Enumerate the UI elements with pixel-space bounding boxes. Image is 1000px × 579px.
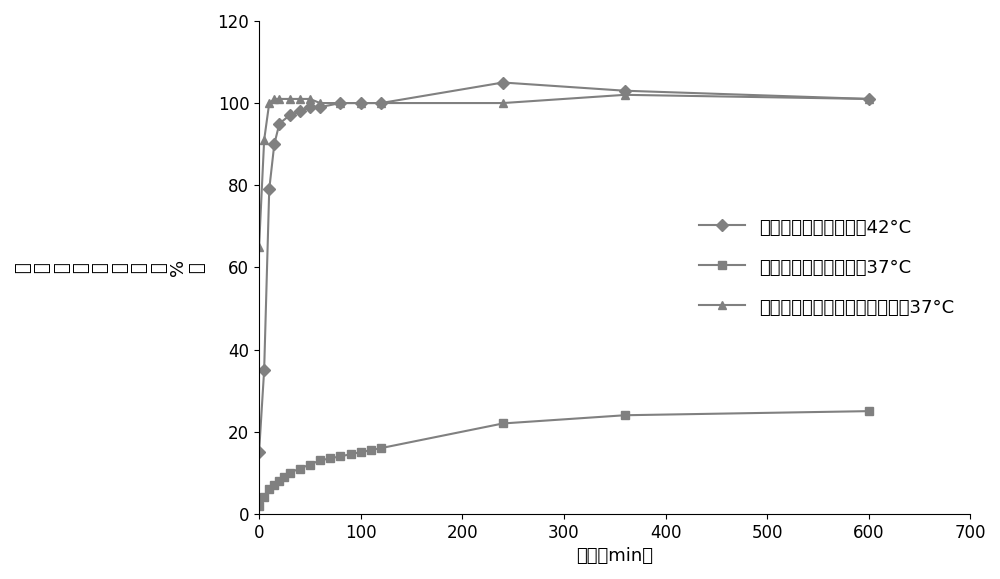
新型载体释放莪术醇，42°C	[304, 104, 316, 111]
Line: 新型载体释放莪术醇，37°C: 新型载体释放莪术醇，37°C	[255, 407, 873, 510]
新型载体释放莪术醇，42°C	[314, 104, 326, 111]
新型载体释放莪术醇，37°C	[273, 478, 285, 485]
新型载体释放莪术醇，37°C	[863, 408, 875, 415]
新型载体释放莪术醇，37°C	[263, 486, 275, 493]
新型载体释放莪术醇，37°C	[324, 455, 336, 462]
新型载体释放莪术醇，37°C	[375, 445, 387, 452]
莪术醇叶酸修饰环糊精包合物，37°C	[273, 96, 285, 102]
新型载体释放莪术醇，42°C	[375, 100, 387, 107]
新型载体释放莪术醇，42°C	[334, 100, 346, 107]
莪术醇叶酸修饰环糊精包合物，37°C	[863, 96, 875, 102]
新型载体释放莪术醇，37°C	[365, 446, 377, 453]
Y-axis label: 莪
术
醇
累
释
放
度
（
%
）: 莪 术 醇 累 释 放 度 （ % ）	[14, 259, 206, 276]
新型载体释放莪术醇，37°C	[334, 453, 346, 460]
Line: 莪术醇叶酸修饰环糊精包合物，37°C: 莪术醇叶酸修饰环糊精包合物，37°C	[255, 91, 873, 251]
新型载体释放莪术醇，37°C	[278, 474, 290, 481]
新型载体释放莪术醇，37°C	[284, 470, 296, 477]
新型载体释放莪术醇，37°C	[345, 451, 357, 458]
新型载体释放莪术醇，37°C	[253, 502, 265, 509]
Legend: 新型载体释放莪术醇，42°C, 新型载体释放莪术醇，37°C, 莪术醇叶酸修饰环糊精包合物，37°C: 新型载体释放莪术醇，42°C, 新型载体释放莪术醇，37°C, 莪术醇叶酸修饰环…	[692, 209, 961, 325]
新型载体释放莪术醇，37°C	[294, 465, 306, 472]
新型载体释放莪术醇，42°C	[263, 186, 275, 193]
莪术醇叶酸修饰环糊精包合物，37°C	[619, 91, 631, 98]
新型载体释放莪术醇，42°C	[273, 120, 285, 127]
莪术醇叶酸修饰环糊精包合物，37°C	[268, 96, 280, 102]
新型载体释放莪术醇，37°C	[304, 461, 316, 468]
新型载体释放莪术醇，42°C	[253, 449, 265, 456]
新型载体释放莪术醇，42°C	[619, 87, 631, 94]
莪术醇叶酸修饰环糊精包合物，37°C	[294, 96, 306, 102]
新型载体释放莪术醇，42°C	[355, 100, 367, 107]
莪术醇叶酸修饰环糊精包合物，37°C	[375, 100, 387, 107]
莪术醇叶酸修饰环糊精包合物，37°C	[304, 96, 316, 102]
莪术醇叶酸修饰环糊精包合物，37°C	[263, 100, 275, 107]
新型载体释放莪术醇，37°C	[314, 457, 326, 464]
新型载体释放莪术醇，42°C	[268, 141, 280, 148]
新型载体释放莪术醇，42°C	[284, 112, 296, 119]
新型载体释放莪术醇，42°C	[863, 96, 875, 102]
莪术醇叶酸修饰环糊精包合物，37°C	[284, 96, 296, 102]
新型载体释放莪术醇，37°C	[268, 482, 280, 489]
新型载体释放莪术醇，37°C	[355, 449, 367, 456]
新型载体释放莪术醇，42°C	[294, 108, 306, 115]
新型载体释放莪术醇，37°C	[258, 494, 270, 501]
莪术醇叶酸修饰环糊精包合物，37°C	[497, 100, 509, 107]
Line: 新型载体释放莪术醇，42°C: 新型载体释放莪术醇，42°C	[255, 78, 873, 456]
莪术醇叶酸修饰环糊精包合物，37°C	[314, 100, 326, 107]
X-axis label: 时间（min）: 时间（min）	[576, 547, 653, 565]
新型载体释放莪术醇，37°C	[497, 420, 509, 427]
新型载体释放莪术醇，42°C	[258, 367, 270, 373]
莪术醇叶酸修饰环糊精包合物，37°C	[334, 100, 346, 107]
新型载体释放莪术醇，37°C	[619, 412, 631, 419]
莪术醇叶酸修饰环糊精包合物，37°C	[253, 243, 265, 250]
莪术醇叶酸修饰环糊精包合物，37°C	[258, 137, 270, 144]
新型载体释放莪术醇，42°C	[497, 79, 509, 86]
莪术醇叶酸修饰环糊精包合物，37°C	[355, 100, 367, 107]
